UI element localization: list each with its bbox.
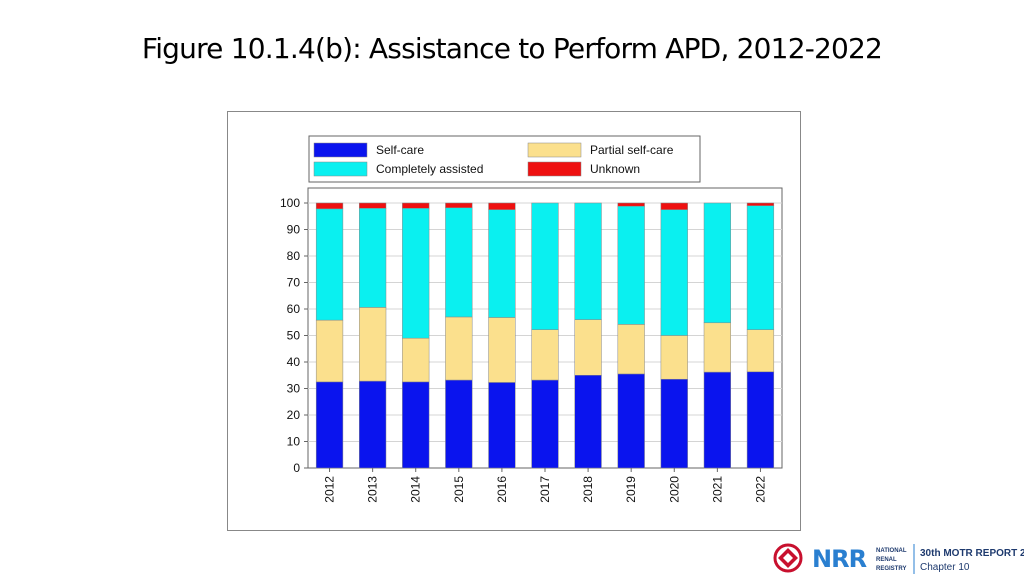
bar-segment-partial-self-care [315, 319, 344, 383]
y-tick-label: 0 [293, 461, 300, 475]
report-label: 30th MOTR REPORT 2022 [920, 548, 1024, 559]
bar-segment-self-care [574, 375, 602, 469]
bar-segment-partial-self-care [660, 335, 688, 380]
bar-segment-partial-self-care [359, 307, 387, 382]
bar-segment-partial-self-care [746, 329, 775, 373]
footer-branding: NRR NATIONAL RENAL REGISTRY 30th MOTR RE… [773, 543, 1024, 574]
y-tick-label: 50 [287, 329, 301, 343]
bar-segment-completely-assisted [574, 202, 602, 320]
bar-segment-completely-assisted [703, 202, 731, 324]
bar-segment-completely-assisted [531, 202, 559, 330]
bar-segment-partial-self-care [617, 324, 645, 375]
bar-segment-completely-assisted [315, 208, 344, 321]
bar-segment-completely-assisted [402, 208, 430, 339]
bar-segment-self-care [617, 373, 645, 469]
org-line-3: REGISTRY [876, 566, 906, 572]
bar-segment-self-care [531, 379, 559, 469]
page-title: Figure 10.1.4(b): Assistance to Perform … [141, 32, 883, 65]
legend-swatch [313, 161, 368, 177]
bar-segment-unknown [617, 202, 645, 207]
bar-segment-unknown [488, 202, 516, 210]
legend-box [308, 135, 701, 183]
legend-swatch [527, 161, 582, 177]
x-tick-label: 2016 [495, 476, 509, 503]
x-tick-label: 2014 [409, 476, 423, 503]
bar-segment-completely-assisted [359, 208, 387, 308]
y-tick-label: 60 [287, 302, 301, 316]
org-line-2: RENAL [876, 557, 897, 563]
legend-swatch [527, 142, 582, 158]
bar-segment-partial-self-care [574, 319, 602, 376]
bar-segment-partial-self-care [445, 316, 473, 381]
legend-label: Unknown [590, 162, 640, 176]
x-tick-label: 2018 [581, 476, 595, 503]
bar-segment-self-care [315, 381, 344, 469]
registry-emblem-icon [773, 543, 803, 573]
bar-segment-self-care [402, 381, 430, 469]
bar-segment-completely-assisted [746, 205, 775, 330]
bar-segment-completely-assisted [617, 205, 645, 325]
chapter-label: Chapter 10 [920, 562, 970, 573]
bar-segment-completely-assisted [660, 209, 688, 336]
legend-label: Self-care [376, 143, 424, 157]
x-tick-label: 2021 [710, 476, 724, 503]
stacked-bar-chart: 0 10 20 30 40 50 60 70 80 90 100 2012 2013 2014 2015 20… [280, 135, 783, 503]
bar-segment-unknown [359, 202, 387, 209]
bar-segment-partial-self-care [531, 329, 559, 381]
y-tick-label: 90 [287, 223, 301, 237]
y-tick-label: 20 [287, 408, 301, 422]
bar-segment-self-care [445, 379, 473, 469]
bar-segment-completely-assisted [488, 209, 516, 318]
bar-segment-unknown [402, 202, 430, 209]
org-line-1: NATIONAL [876, 548, 907, 554]
y-tick-label: 80 [287, 249, 301, 263]
legend-swatch [313, 142, 368, 158]
bar-segment-partial-self-care [703, 322, 731, 373]
y-tick-label: 40 [287, 355, 301, 369]
bar-segment-unknown [315, 202, 344, 210]
bar-segment-self-care [359, 380, 387, 469]
bar-segment-self-care [746, 371, 775, 469]
bar-segment-self-care [488, 382, 516, 469]
bar-segment-self-care [660, 378, 688, 469]
x-tick-label: 2012 [323, 476, 337, 503]
bar-segment-completely-assisted [445, 207, 473, 318]
chart-frame: 0 10 20 30 40 50 60 70 80 90 100 2012 2013 2014 2015 20… [227, 111, 801, 531]
y-tick-label: 100 [280, 196, 300, 210]
svg-text:NRR: NRR [812, 545, 867, 573]
x-tick-label: 2013 [366, 476, 380, 503]
legend-label: Completely assisted [376, 162, 483, 176]
bar-segment-partial-self-care [402, 337, 430, 383]
x-tick-label: 2019 [624, 476, 638, 503]
y-tick-label: 70 [287, 276, 301, 290]
y-tick-label: 30 [287, 382, 301, 396]
x-tick-label: 2017 [538, 476, 552, 503]
bar-segment-unknown [445, 202, 473, 209]
x-tick-label: 2022 [753, 476, 767, 503]
x-tick-label: 2015 [452, 476, 466, 503]
bar-segment-unknown [660, 202, 688, 210]
x-tick-label: 2020 [667, 476, 681, 503]
bar-segment-unknown [746, 202, 775, 206]
legend-label: Partial self-care [590, 143, 674, 157]
nrr-logo-icon: NRR [812, 545, 868, 573]
y-tick-label: 10 [287, 435, 301, 449]
bar-segment-partial-self-care [488, 317, 516, 383]
bar-segment-self-care [703, 371, 731, 469]
